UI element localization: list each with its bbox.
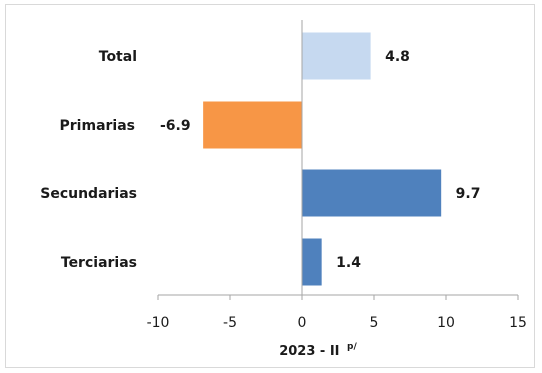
data-label-total: 4.8 bbox=[385, 49, 410, 65]
x-tick-label: 0 bbox=[298, 315, 307, 331]
chart-frame bbox=[5, 4, 535, 368]
data-label-primarias: -6.9 bbox=[160, 118, 191, 134]
bar-primarias bbox=[202, 100, 303, 150]
bars-group bbox=[202, 31, 443, 287]
x-tick-label: 10 bbox=[437, 315, 455, 331]
category-label-terciarias: Terciarias bbox=[61, 255, 137, 271]
category-label-secundarias: Secundarias bbox=[40, 186, 137, 202]
x-ticks-group: -10 -5 0 5 10 15 bbox=[147, 295, 527, 331]
bar-total bbox=[301, 31, 372, 81]
category-label-total: Total bbox=[99, 49, 137, 65]
bar-terciarias bbox=[301, 237, 323, 287]
data-label-terciarias: 1.4 bbox=[336, 255, 361, 271]
x-tick-label: -10 bbox=[147, 315, 170, 331]
x-axis-title-superscript: p/ bbox=[347, 342, 357, 352]
x-axis-title-main: 2023 - II bbox=[279, 344, 339, 359]
bar-secundarias bbox=[301, 168, 443, 218]
category-labels-group: Total Primarias Secundarias Terciarias bbox=[40, 49, 137, 271]
x-axis-title: 2023 - II p/ bbox=[279, 342, 357, 359]
category-label-primarias: Primarias bbox=[60, 118, 135, 134]
data-label-secundarias: 9.7 bbox=[456, 186, 481, 202]
data-labels-group: 4.8 -6.9 9.7 1.4 bbox=[160, 49, 480, 271]
x-tick-label: 5 bbox=[370, 315, 379, 331]
x-tick-label: -5 bbox=[223, 315, 237, 331]
x-tick-label: 15 bbox=[509, 315, 527, 331]
